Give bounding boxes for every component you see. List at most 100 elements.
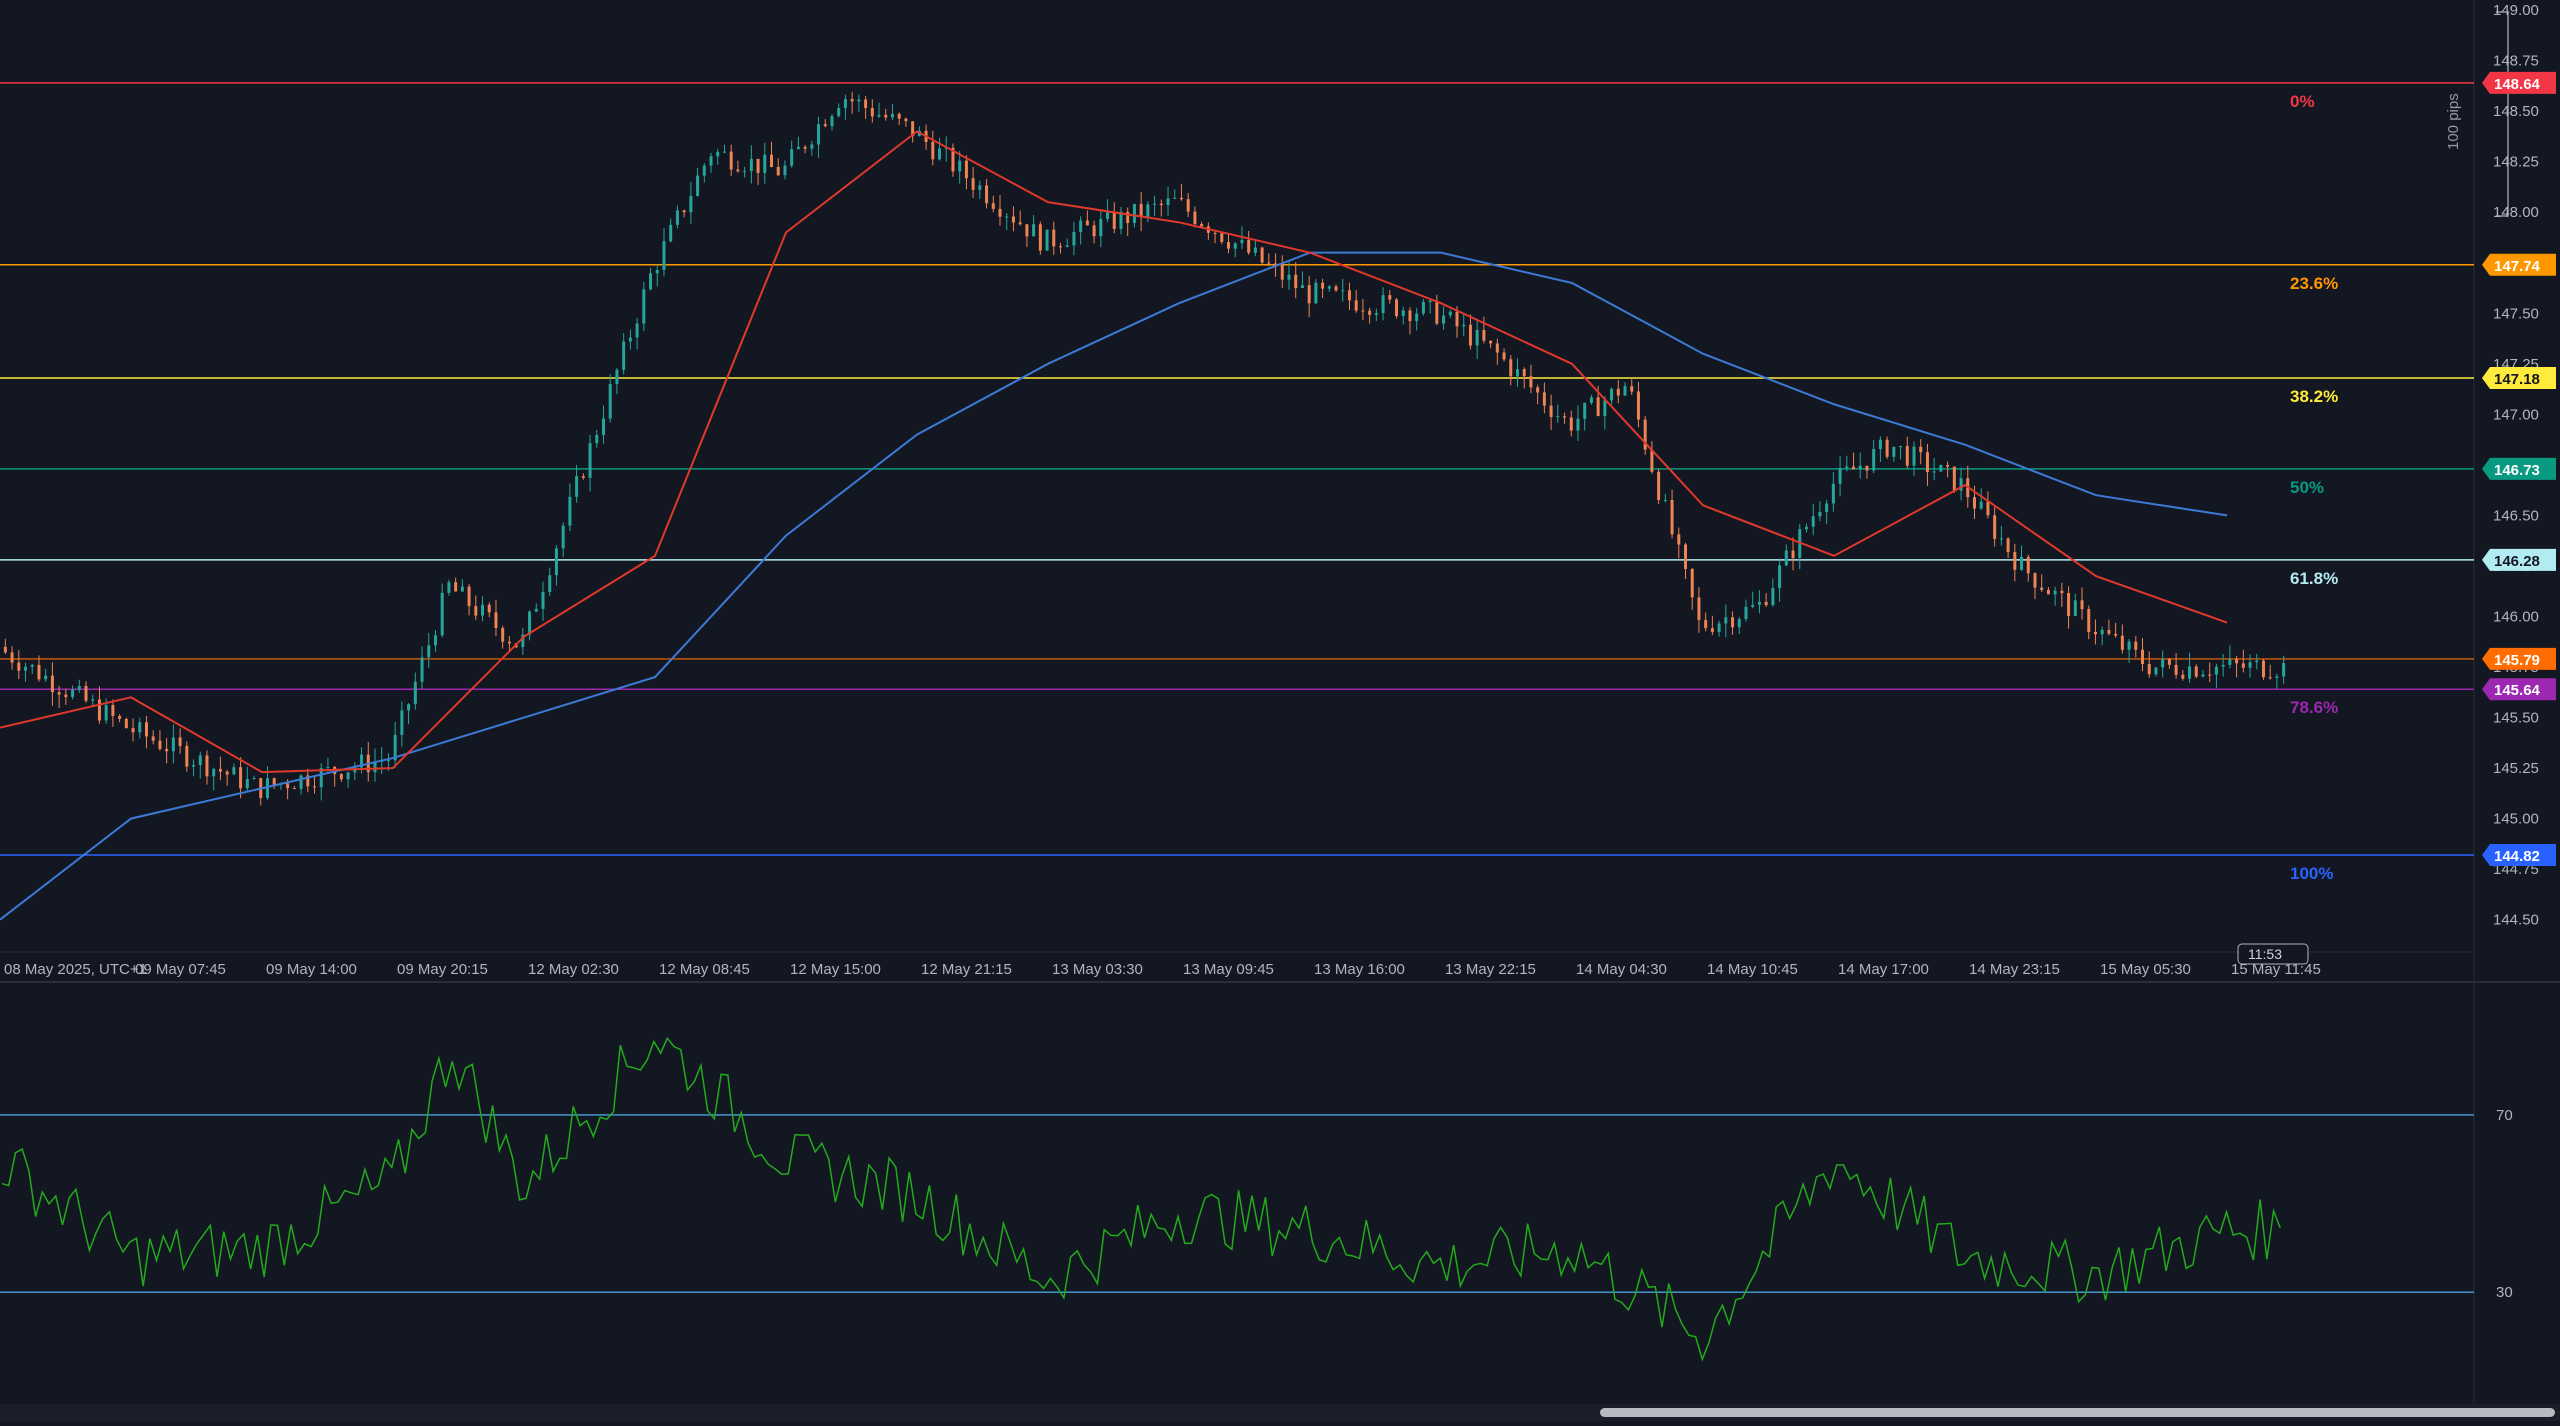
fib-price-badge: 146.28 [2482, 548, 2556, 571]
candle-body [1825, 503, 1829, 512]
candle-body [1462, 324, 1466, 327]
candle-body [2080, 600, 2084, 610]
candle-body [810, 144, 814, 149]
candle-body [823, 124, 827, 127]
candle-body [77, 686, 81, 690]
candle-body [931, 142, 935, 160]
candle-body [185, 745, 189, 767]
candle-body [1502, 352, 1506, 360]
candle-body [2046, 589, 2050, 595]
candle-body [1153, 203, 1157, 205]
candle-body [669, 224, 673, 242]
candle-body [622, 341, 626, 370]
badge-price-text: 148.64 [2494, 76, 2541, 93]
candle-body [1233, 243, 1237, 249]
candle-body [2275, 676, 2279, 678]
candle-body [709, 156, 713, 166]
candle-body [1563, 416, 1567, 418]
candle-body [1280, 264, 1284, 280]
time-tag-text: 11:53 [2248, 946, 2282, 962]
candle-body [1442, 315, 1446, 324]
candle-body [2241, 663, 2245, 668]
candle-body [2093, 631, 2097, 635]
candle-body [978, 185, 982, 190]
candle-body [1778, 565, 1782, 589]
candle-body [1119, 211, 1123, 229]
candle-body [1670, 499, 1674, 535]
time-tick-label: 12 May 15:00 [790, 961, 881, 978]
candle-body [487, 604, 491, 613]
scrollbar-thumb[interactable] [1600, 1408, 2555, 1417]
badge-shape [2482, 366, 2556, 389]
candle-body [2107, 629, 2111, 634]
badge-shape [2482, 843, 2556, 866]
candle-body [890, 113, 894, 118]
candle-body [575, 476, 579, 497]
candle-body [729, 151, 733, 170]
candle-body [2127, 641, 2131, 650]
candle-body [1395, 299, 1399, 317]
candle-body [1972, 497, 1976, 509]
candle-body [568, 496, 572, 526]
moving-averages [0, 130, 2228, 921]
candle-body [1011, 216, 1015, 223]
candle-body [951, 147, 955, 172]
candle-body [292, 788, 296, 790]
price-badges: 148.64 147.74 147.18 146.73 146.28 145.64 144.… [2482, 71, 2556, 866]
candle-body [1596, 397, 1600, 416]
oscillator-pane: 70 30 [0, 1036, 2513, 1362]
candle-body [2248, 662, 2252, 668]
candle-body [985, 185, 989, 204]
candle-body [1220, 233, 1224, 243]
candle-body [837, 108, 841, 117]
candle-body [904, 118, 908, 122]
candle-body [218, 768, 222, 772]
candle-body [1818, 511, 1822, 517]
candle-body [2026, 556, 2030, 574]
time-tick-label: 14 May 04:30 [1576, 961, 1667, 978]
candle-body [2013, 552, 2017, 570]
badge-shape [2482, 678, 2556, 701]
fib-price-badge: 147.18 [2482, 366, 2556, 389]
candle-body [749, 158, 753, 172]
candle-body [1636, 391, 1640, 420]
oscillator-tick-label: 30 [2496, 1284, 2513, 1301]
candle-body [601, 418, 605, 435]
candle-body [97, 699, 101, 721]
candle-body [2067, 593, 2071, 616]
candle-body [1401, 310, 1405, 317]
candle-body [770, 154, 774, 167]
candle-body [1240, 239, 1244, 244]
candle-body [239, 767, 243, 789]
candle-body [1415, 313, 1419, 322]
candle-body [722, 151, 726, 153]
candle-body [313, 786, 317, 788]
oscillator-tick-label: 70 [2496, 1107, 2513, 1124]
candle-body [494, 612, 498, 629]
candle-body [158, 740, 162, 749]
fib-level-label: 61.8% [2290, 569, 2338, 588]
candle-body [1865, 465, 1869, 471]
candle-body [286, 783, 290, 789]
candle-body [1106, 211, 1110, 219]
candle-body [1542, 392, 1546, 406]
fib-retracement[interactable]: 0% 23.6% 38.2% 50% 61.8% 78.6% 100% [0, 82, 2474, 883]
candle-body [1314, 282, 1318, 304]
candle-body [1052, 229, 1056, 247]
candle-body [1085, 220, 1089, 226]
badge-price-text: 146.28 [2494, 553, 2540, 570]
candle-body [662, 241, 666, 271]
candle-body [1139, 203, 1143, 218]
candle-body [1845, 466, 1849, 469]
candle-body [360, 754, 364, 768]
candle-body [964, 160, 968, 179]
candle-body [118, 716, 122, 719]
candle-body [1549, 405, 1553, 417]
candle-body [1724, 617, 1728, 624]
candle-body [1455, 311, 1459, 327]
candle-body [1589, 397, 1593, 403]
candle-body [2174, 664, 2178, 675]
